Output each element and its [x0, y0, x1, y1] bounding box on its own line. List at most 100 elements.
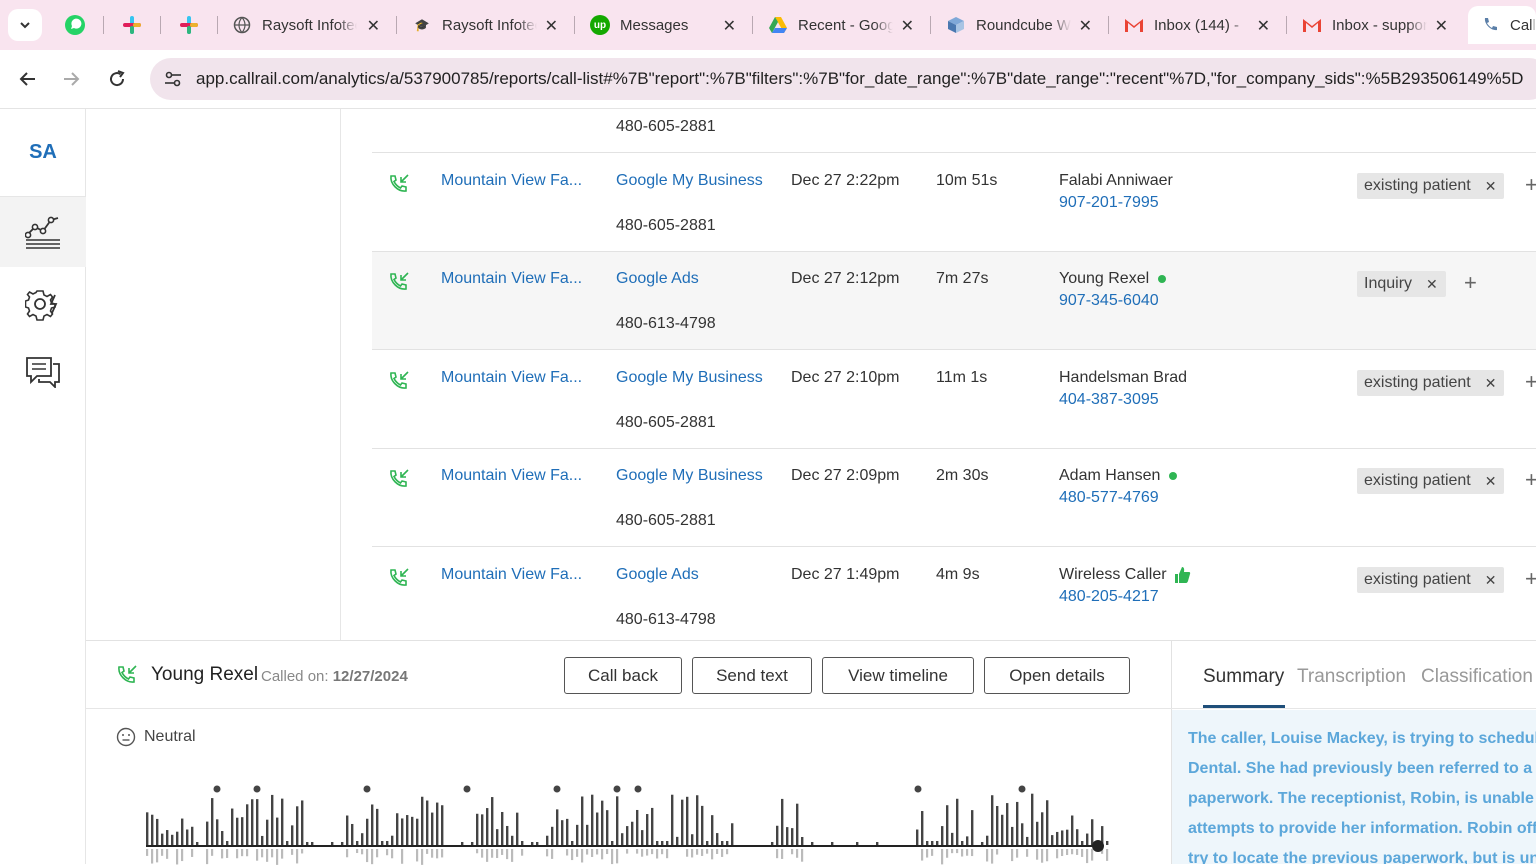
caller-phone[interactable]: 480-246-0250	[1059, 109, 1159, 113]
waveform-marker[interactable]	[363, 785, 371, 793]
waveform-marker[interactable]	[1018, 785, 1026, 793]
add-tag-icon[interactable]: +	[1525, 467, 1536, 492]
tab-transcription[interactable]: Transcription	[1297, 666, 1407, 687]
open-details-button[interactable]: Open details	[984, 657, 1130, 694]
waveform-marker[interactable]	[914, 785, 922, 793]
remove-tag-icon[interactable]: ✕	[1484, 571, 1497, 588]
waveform-bar-lower	[626, 849, 629, 854]
caller-phone[interactable]: 480-577-4769	[1059, 489, 1159, 506]
tab-raysoft-2[interactable]: 🎓 Raysoft Infotech ✕	[400, 6, 570, 44]
close-icon[interactable]: ✕	[722, 18, 736, 35]
tab-classification[interactable]: Classification	[1421, 666, 1533, 687]
remove-tag-icon[interactable]: ✕	[1484, 177, 1497, 194]
playhead-handle[interactable]	[1092, 840, 1104, 852]
tab-google-drive[interactable]: Recent - Google Drive ✕	[756, 6, 926, 44]
remove-tag-icon[interactable]: ✕	[1484, 472, 1497, 489]
add-tag-icon[interactable]: +	[1525, 566, 1536, 591]
company-link[interactable]: Mountain View Fa...	[441, 566, 583, 583]
account-logo[interactable]: SA	[0, 109, 86, 197]
close-icon[interactable]: ✕	[1078, 18, 1092, 35]
close-icon[interactable]: ✕	[1256, 18, 1270, 35]
remove-tag-icon[interactable]: ✕	[1484, 374, 1497, 391]
pinned-tab-whatsapp[interactable]	[62, 12, 88, 38]
waveform-bar	[606, 810, 609, 845]
caller-phone[interactable]: 480-205-4217	[1059, 588, 1159, 605]
nav-analytics[interactable]	[0, 197, 86, 267]
company-link[interactable]: Mountain View Fa...	[441, 172, 583, 189]
tab-gmail-2[interactable]: Inbox - support ✕	[1290, 6, 1460, 44]
call-date: Dec 27 2:09pm	[791, 467, 900, 484]
waveform-bar	[531, 842, 534, 845]
waveform-bar	[991, 795, 994, 845]
remove-tag-icon[interactable]: ✕	[1426, 275, 1438, 292]
nav-settings[interactable]	[0, 269, 86, 339]
reload-button[interactable]	[104, 66, 130, 92]
tab-gmail-1[interactable]: Inbox (144) - ✕	[1112, 6, 1282, 44]
waveform-bar	[1056, 831, 1059, 845]
tab-callrail-active[interactable]: Call	[1468, 6, 1536, 44]
table-row[interactable]: Mountain View Fa... Google My Business 480…	[372, 154, 1536, 252]
caller-phone[interactable]: 907-201-7995	[1059, 194, 1159, 211]
browser-toolbar: app.callrail.com/analytics/a/537900785/r…	[0, 50, 1536, 109]
add-tag-icon[interactable]: +	[1525, 369, 1536, 394]
address-bar[interactable]: app.callrail.com/analytics/a/537900785/r…	[150, 58, 1536, 100]
waveform-bar-lower	[691, 849, 694, 858]
source-link[interactable]: Google Ads	[616, 270, 699, 287]
waveform-marker[interactable]	[613, 785, 621, 793]
waveform-bar	[576, 824, 579, 845]
waveform-bar	[1026, 836, 1029, 845]
source-link[interactable]: Google My Business	[616, 467, 763, 484]
waveform-marker[interactable]	[553, 785, 561, 793]
source-link[interactable]: Google Ads	[616, 566, 699, 583]
waveform-bar-lower	[591, 849, 594, 858]
waveform-bar-lower	[191, 849, 194, 857]
view-timeline-button[interactable]: View timeline	[822, 657, 974, 694]
send-text-button[interactable]: Send text	[692, 657, 812, 694]
playback-track[interactable]	[146, 845, 1096, 847]
waveform-bar-lower	[151, 849, 154, 864]
caller-phone[interactable]: 404-387-3095	[1059, 391, 1159, 408]
waveform-marker[interactable]	[213, 785, 221, 793]
close-icon[interactable]: ✕	[366, 18, 380, 35]
tab-roundcube[interactable]: Roundcube Webmail ✕	[934, 6, 1104, 44]
waveform-bar-lower	[1071, 849, 1074, 855]
site-info-icon[interactable]	[162, 68, 184, 90]
tab-summary[interactable]: Summary	[1203, 666, 1285, 687]
waveform-marker[interactable]	[253, 785, 261, 793]
company-link[interactable]: Mountain View Fa...	[441, 467, 583, 484]
waveform-bar-lower	[971, 849, 974, 857]
waveform-bar-lower	[441, 849, 444, 858]
waveform-marker[interactable]	[463, 785, 471, 793]
table-row[interactable]: Mountain View Fa... Google Ads 480-613-479…	[372, 252, 1536, 350]
add-tag-icon[interactable]: +	[1464, 270, 1477, 295]
close-icon[interactable]: ✕	[544, 18, 558, 35]
close-icon[interactable]: ✕	[1434, 18, 1448, 35]
waveform-marker[interactable]	[634, 785, 642, 793]
back-button[interactable]	[15, 66, 41, 92]
call-back-button[interactable]: Call back	[564, 657, 682, 694]
close-icon[interactable]: ✕	[900, 18, 914, 35]
pinned-tab-slack-2[interactable]	[176, 12, 202, 38]
table-row[interactable]: Mountain View Fa... Google My Business 480…	[372, 351, 1536, 449]
tab-raysoft-1[interactable]: Raysoft Infotech ✕	[222, 6, 392, 44]
waveform-bar	[856, 842, 859, 845]
table-row-partial[interactable]: 480-605-2881 480-246-0250	[372, 109, 1536, 153]
settings-icon	[25, 290, 58, 321]
caller-phone[interactable]: 907-345-6040	[1059, 292, 1159, 309]
call-waveform[interactable]	[142, 777, 1122, 867]
pinned-tab-slack-1[interactable]	[119, 12, 145, 38]
waveform-bar-lower	[986, 849, 989, 862]
source-link[interactable]: Google My Business	[616, 172, 763, 189]
table-row[interactable]: Mountain View Fa... Google Ads 480-613-479…	[372, 548, 1536, 640]
table-row[interactable]: Mountain View Fa... Google My Business 480…	[372, 449, 1536, 547]
nav-conversations[interactable]	[0, 337, 86, 407]
add-tag-icon[interactable]: +	[1525, 172, 1536, 197]
company-link[interactable]: Mountain View Fa...	[441, 369, 583, 386]
tab-messages[interactable]: up Messages ✕	[578, 6, 748, 44]
source-link[interactable]: Google My Business	[616, 369, 763, 386]
forward-button[interactable]	[58, 66, 84, 92]
tab-search-button[interactable]	[8, 9, 42, 41]
waveform-bar-lower	[961, 849, 964, 857]
waveform-bar	[406, 815, 409, 845]
company-link[interactable]: Mountain View Fa...	[441, 270, 583, 287]
